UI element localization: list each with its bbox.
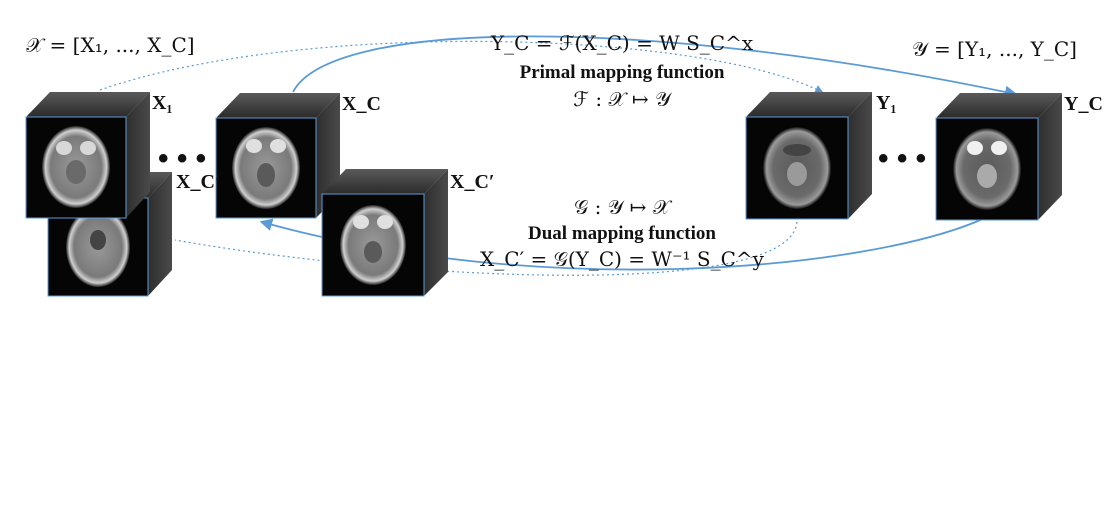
cube-xc [215,93,340,219]
primal-dotted-arc [99,40,824,93]
label-xc: X_C [342,93,381,115]
dual-equation: X_C′ = 𝒢(Y_C) = W⁻¹ S_C^y [480,247,765,271]
cube-xc-prime-right [321,169,448,297]
cube-x1 [25,92,150,219]
cube-y1 [745,92,872,220]
right-ellipsis: • • • [878,142,926,175]
cube-yc [935,93,1062,221]
dual-signature: 𝒢 : 𝒴 ↦ 𝒳 [574,195,673,219]
primal-equation: Y_C = ℱ(X_C) = W S_C^x [490,31,754,55]
label-yc: Y_C [1064,93,1103,115]
primal-signature: ℱ : 𝒳 ↦ 𝒴 [573,87,672,111]
label-y1: Y₁ [876,92,896,114]
primal-title: Primal mapping function [520,62,725,83]
left-set-definition: 𝒳 = [X₁, ..., X_C] [26,33,195,57]
label-xc-prime-right: X_C′ [450,171,495,193]
label-x1: X₁ [152,92,172,114]
label-xc-prime-left: X_C′ [176,171,221,193]
primal-solid-arc [292,35,1018,99]
dual-title: Dual mapping function [528,223,716,244]
right-set-definition: 𝒴 = [Y₁, ..., Y_C] [912,37,1077,61]
dual-dotted-arc [174,221,798,276]
left-ellipsis: • • • [158,142,206,175]
